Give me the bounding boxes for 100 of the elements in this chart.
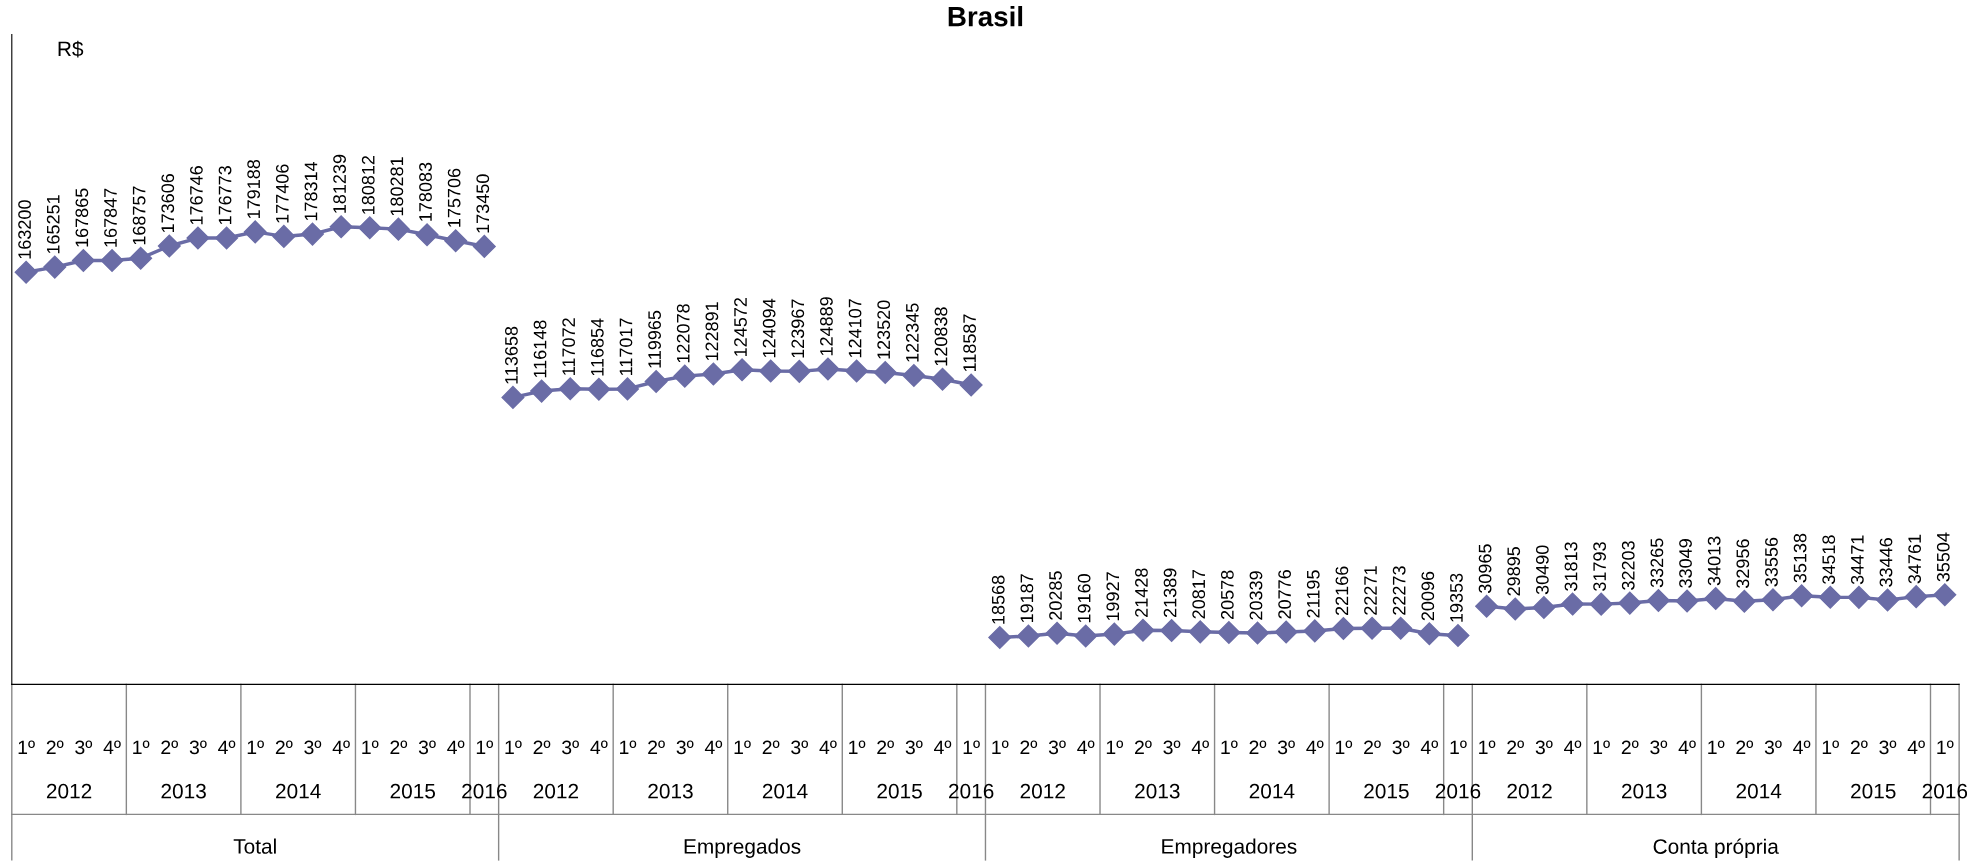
data-label: 122891 <box>705 302 719 361</box>
x-tick-label: 1º <box>1593 740 1610 755</box>
point <box>873 360 897 384</box>
point <box>215 226 239 250</box>
x-tick-label: 2º <box>1249 740 1267 755</box>
data-label: 178314 <box>304 161 318 221</box>
x-tick-label: 1º <box>362 740 379 755</box>
data-label: 31793 <box>1593 542 1607 591</box>
x-tick-label: 1º <box>992 740 1009 755</box>
x-tick-label: 2º <box>275 740 293 755</box>
text: 2015 <box>877 783 922 799</box>
x-tick-label: 1º <box>1450 740 1467 755</box>
data-label: 176773 <box>218 166 232 225</box>
point <box>100 249 124 273</box>
point <box>1532 595 1556 619</box>
point <box>14 260 38 284</box>
text: 2016 <box>462 783 507 799</box>
x-tick-label: 4º <box>1564 740 1582 755</box>
data-label: 20285 <box>1049 571 1062 620</box>
x-tick-label: 3º <box>791 740 809 755</box>
point <box>444 229 468 253</box>
data-label: 34518 <box>1822 535 1836 585</box>
data-label: 19160 <box>1077 574 1091 623</box>
text: Total <box>233 838 276 854</box>
x-tick-label: 3º <box>562 740 579 755</box>
x-tick-label: 4º <box>819 740 837 755</box>
point <box>1503 597 1527 621</box>
x-tick-label: 4º <box>1191 740 1209 755</box>
text: 2013 <box>1622 783 1667 799</box>
data-label: 34761 <box>1908 534 1922 584</box>
x-tick-label: 1º <box>620 740 637 755</box>
data-label: 19353 <box>1450 573 1463 622</box>
point <box>1331 616 1355 640</box>
data-label: 120838 <box>934 307 948 366</box>
text: R$ <box>58 40 84 58</box>
point <box>1847 585 1871 609</box>
text: Empregados <box>684 838 801 858</box>
text: 2012 <box>533 783 579 799</box>
data-label: 119965 <box>648 310 661 368</box>
point <box>1188 620 1212 644</box>
x-tick-label: 4º <box>1077 740 1095 755</box>
text: 2013 <box>648 783 693 799</box>
data-label: 173450 <box>476 174 490 233</box>
point <box>1016 624 1040 648</box>
point <box>1589 592 1613 616</box>
x-tick-label: 4º <box>332 740 350 755</box>
data-label: 19187 <box>1020 574 1034 623</box>
point <box>1074 624 1098 648</box>
data-label: 122078 <box>676 304 690 363</box>
text: 2015 <box>1851 783 1896 799</box>
point <box>644 369 668 393</box>
point <box>673 364 697 388</box>
x-tick-label: 1º <box>734 740 751 755</box>
x-tick-label: 2º <box>1850 740 1868 755</box>
point <box>415 223 439 247</box>
x-tick-label: 3º <box>1879 740 1897 755</box>
x-tick-label: 2º <box>161 740 179 755</box>
point <box>1704 587 1728 611</box>
point <box>530 379 554 403</box>
x-tick-label: 3º <box>676 740 694 755</box>
point <box>902 363 926 387</box>
point <box>1475 594 1499 618</box>
data-label: 30490 <box>1535 545 1549 595</box>
data-label: 22273 <box>1392 566 1406 615</box>
point <box>787 359 811 383</box>
x-tick-label: 1º <box>849 740 866 755</box>
x-tick-label: 1º <box>1479 740 1496 755</box>
point <box>759 359 783 383</box>
point <box>1646 588 1670 612</box>
text: 2016 <box>1922 783 1967 799</box>
point <box>1160 618 1184 642</box>
point <box>1618 591 1642 615</box>
data-label: 18568 <box>991 575 1005 624</box>
text: 2016 <box>1435 783 1481 799</box>
point <box>300 222 324 246</box>
text: 2014 <box>762 783 808 799</box>
data-label: 19927 <box>1106 572 1120 621</box>
data-label: 33446 <box>1879 538 1893 587</box>
data-label: 124889 <box>820 297 833 356</box>
x-tick-label: 1º <box>1221 740 1238 755</box>
x-tick-label: 4º <box>1793 740 1811 755</box>
text: Empregadores <box>1162 838 1297 858</box>
x-tick-label: 4º <box>1907 740 1925 755</box>
point <box>1790 584 1814 608</box>
data-label: 21389 <box>1163 568 1177 617</box>
point <box>959 373 983 397</box>
point <box>1389 616 1413 640</box>
x-tick-label: 4º <box>218 740 236 755</box>
x-tick-label: 3º <box>1163 740 1181 755</box>
x-tick-label: 2º <box>1364 740 1381 755</box>
x-tick-label: 2º <box>1621 740 1639 755</box>
point <box>1131 618 1155 642</box>
data-label: 29895 <box>1507 546 1521 596</box>
data-label: 116854 <box>590 318 604 376</box>
point <box>329 215 353 239</box>
data-label: 32956 <box>1736 539 1750 589</box>
point <box>358 216 382 240</box>
x-tick-label: 2º <box>1020 740 1038 755</box>
point <box>816 357 840 381</box>
data-label: 21428 <box>1135 568 1148 617</box>
